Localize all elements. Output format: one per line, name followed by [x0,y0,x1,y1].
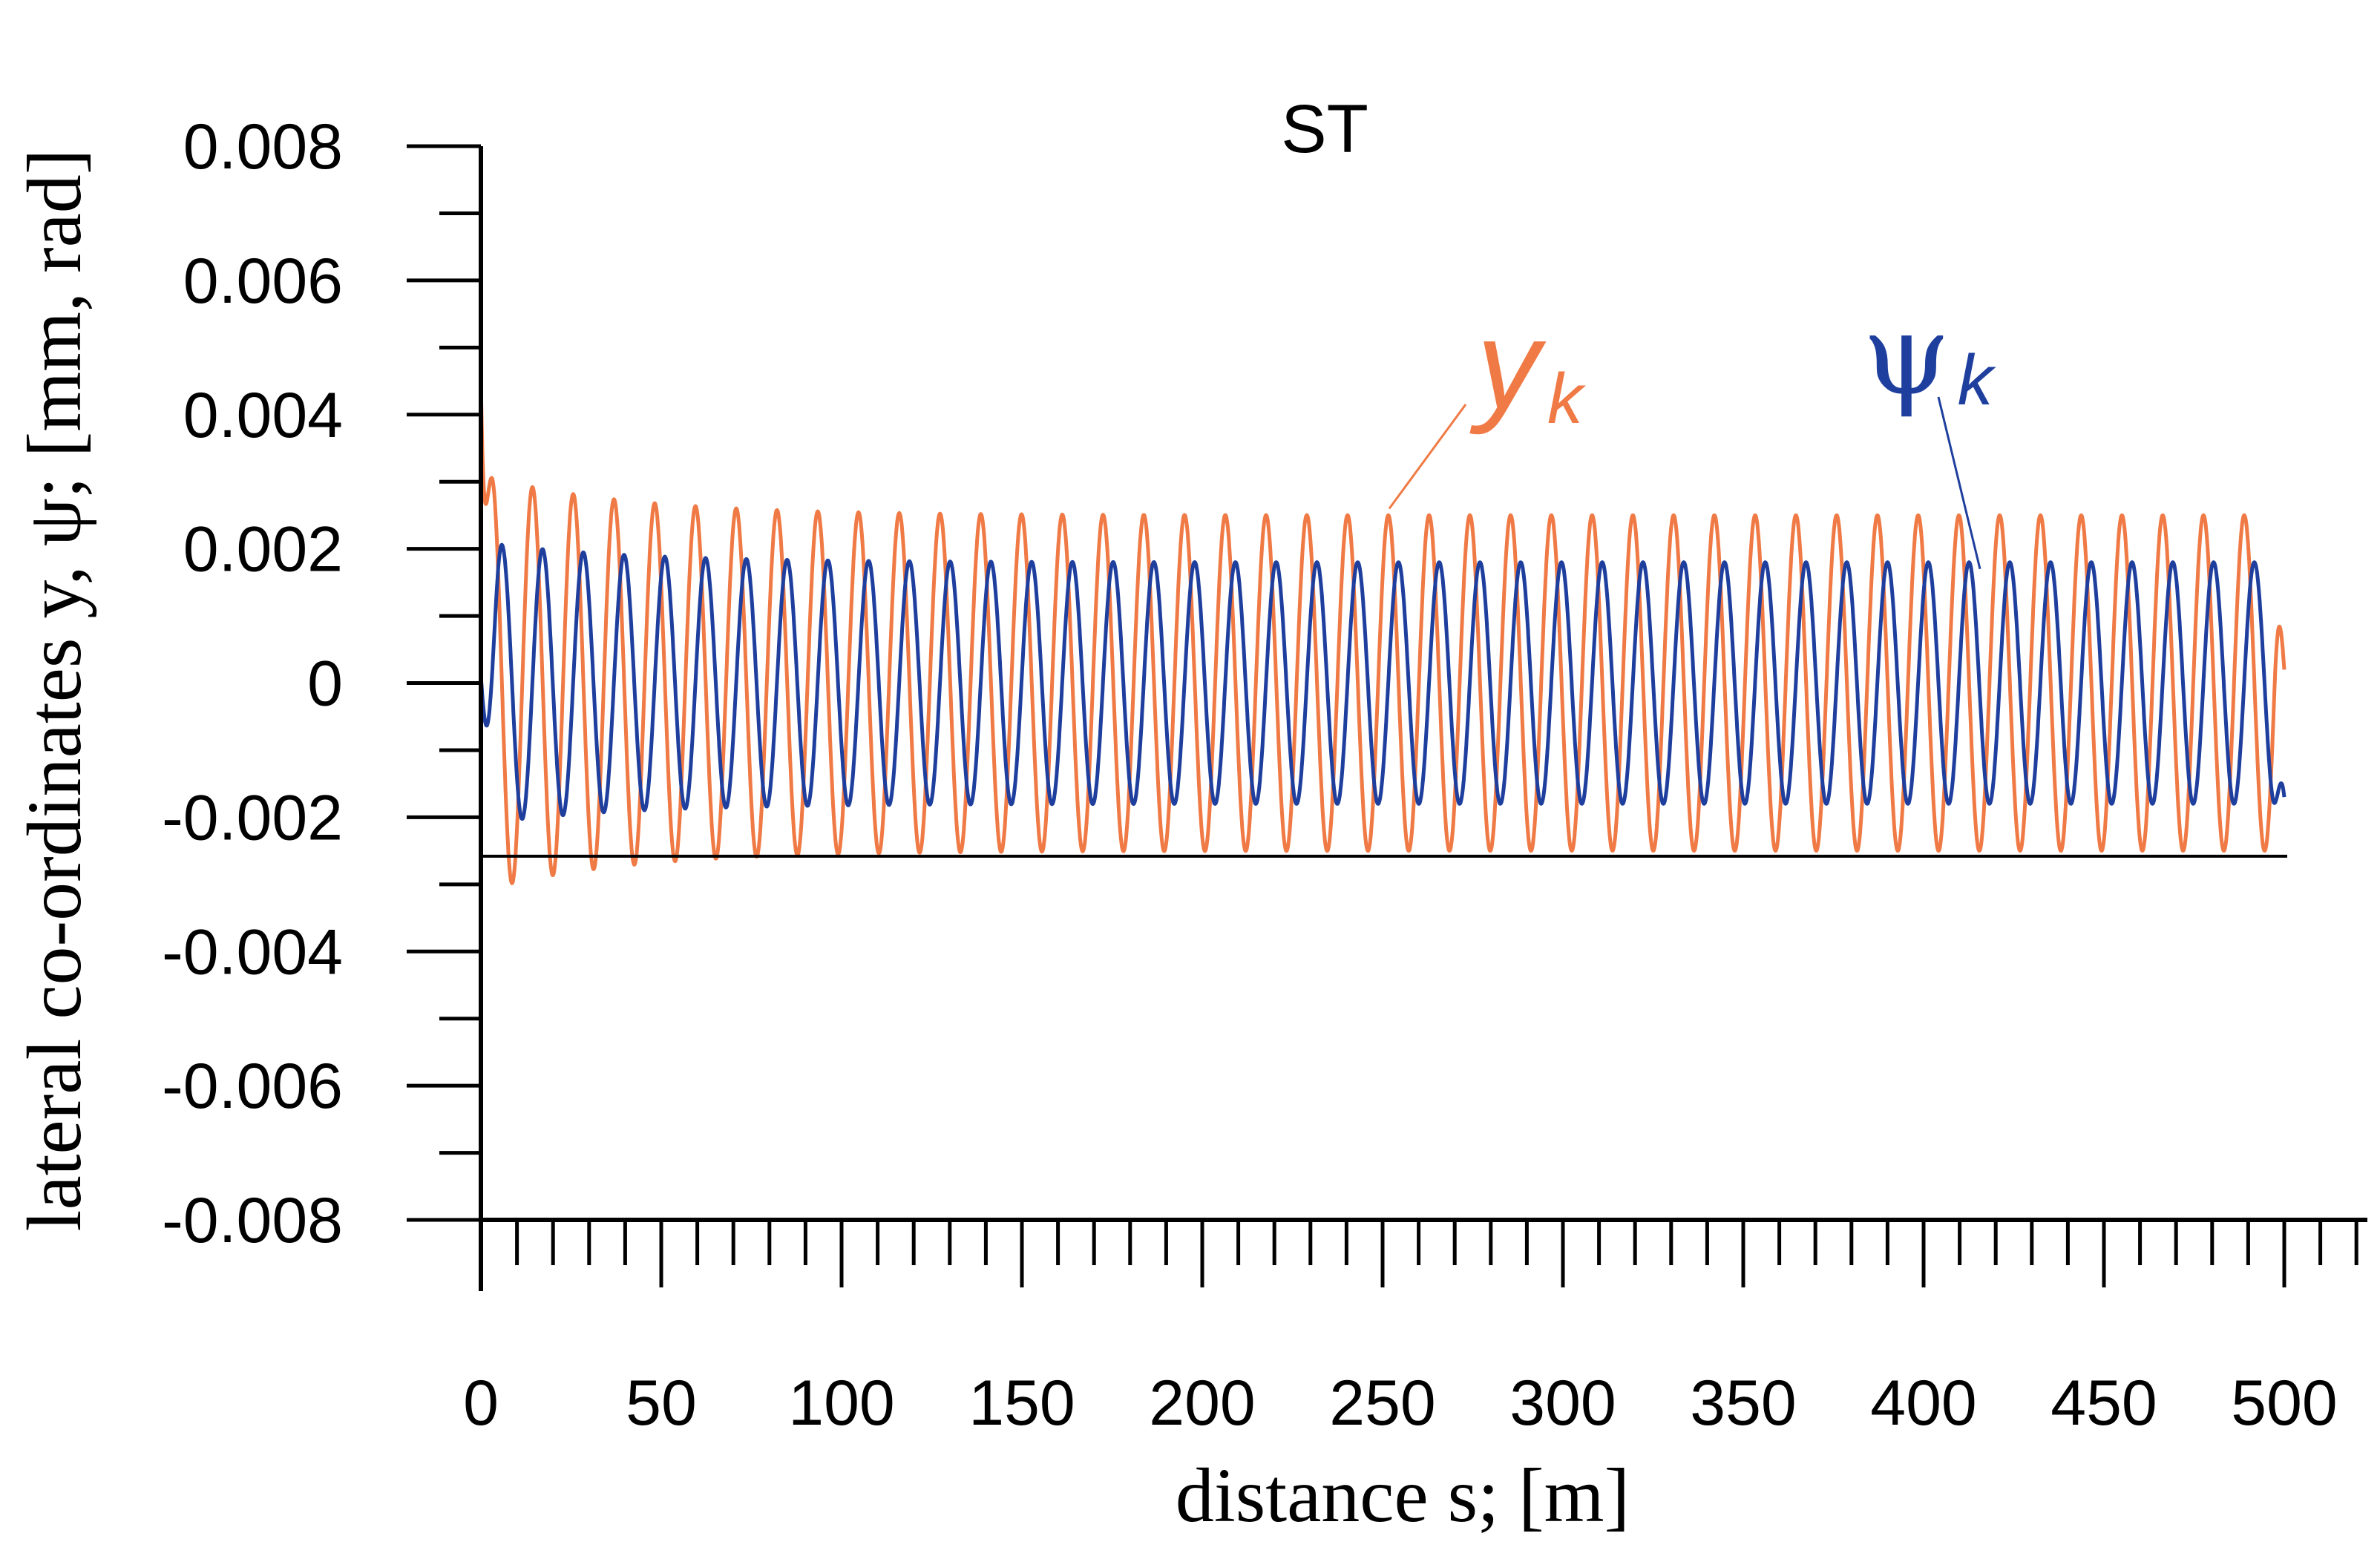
y-axis-title: lateral co-ordinates y, ψ; [mm, rad] [12,149,97,1232]
x-tick-label: 150 [968,1368,1075,1439]
x-tick-label: 100 [788,1368,895,1439]
x-tick-label: 500 [2231,1368,2338,1439]
y-axis-ticks [407,144,481,1222]
y-tick-label: -0.002 [162,782,343,853]
y-tick-label: 0.006 [183,246,343,317]
y-tick-label: 0.004 [183,380,343,451]
y-axis-tick-labels: 0.008 0.006 0.004 0.002 0 -0.002 -0.004 -0.006 -… [162,111,343,1256]
y-tick-label: 0.002 [183,514,343,585]
chart-title: ST [1281,91,1368,167]
x-tick-label: 250 [1329,1368,1436,1439]
y-tick-label: -0.008 [162,1185,343,1256]
y-tick-label: -0.006 [162,1051,343,1122]
legend-y-sub: k [1547,359,1587,439]
y-tick-label: -0.004 [162,916,343,988]
legend-pointer-y-k [1388,404,1467,510]
legend-y-main: y [1469,295,1547,436]
x-axis-title: distance s; [m] [1176,1453,1630,1538]
x-axis-tick-labels: 0 50 100 150 200 250 300 350 400 450 500 [463,1368,2338,1439]
x-tick-label: 400 [1870,1368,1977,1439]
series-layer [479,381,2286,885]
series-line-psi-k [479,542,2286,821]
legend-pointer-psi-k [1937,396,1981,570]
x-tick-label: 300 [1509,1368,1616,1439]
y-tick-label: 0 [307,649,343,720]
x-axis-ticks [479,1220,2358,1287]
series-line-y-k [479,381,2286,885]
x-tick-label: 50 [626,1368,697,1439]
x-tick-label: 0 [463,1368,499,1439]
x-tick-label: 450 [2050,1368,2157,1439]
x-tick-label: 350 [1690,1368,1797,1439]
legend-psi-main: ψ [1863,291,1950,420]
y-tick-label: 0.008 [183,111,343,183]
legend-psi-sub: k [1958,341,1997,420]
x-tick-label: 200 [1149,1368,1256,1439]
